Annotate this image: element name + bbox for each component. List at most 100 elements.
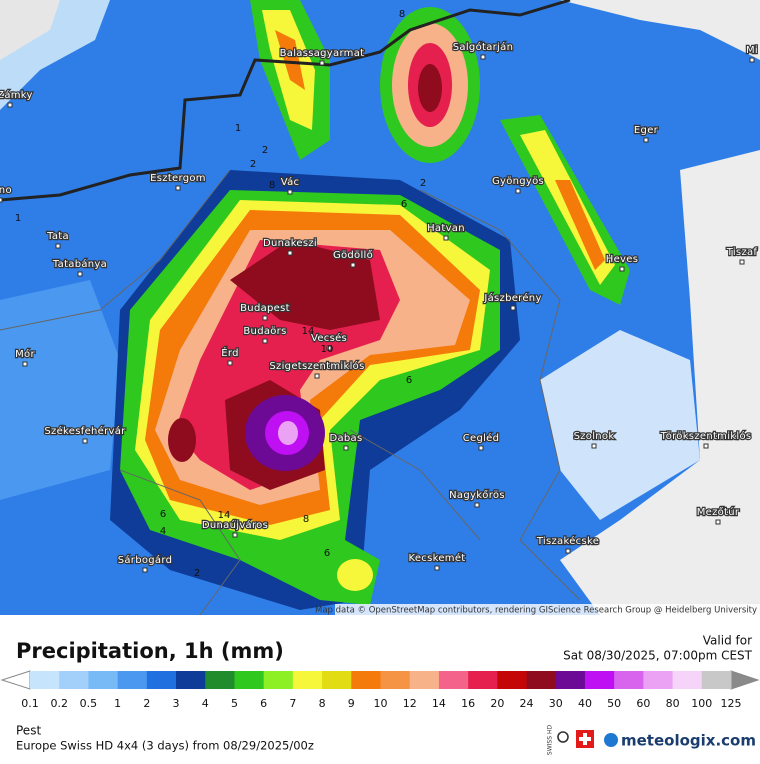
place-label: Eger <box>634 125 659 136</box>
region: Pest <box>16 724 41 738</box>
legend-high-arrow <box>730 670 760 690</box>
legend-swatch <box>205 671 235 689</box>
place-label: Dunaújváros <box>202 519 268 531</box>
place-dot <box>619 266 625 272</box>
contour-label: 6 <box>401 199 407 210</box>
legend-swatch <box>672 671 703 689</box>
place-label: Érd <box>221 346 239 359</box>
legend-label: 0.2 <box>50 697 68 710</box>
contour-label: 2 <box>262 145 268 156</box>
legend-label: 16 <box>461 697 475 710</box>
legend-label: 0.5 <box>80 697 98 710</box>
attribution: Map data © OpenStreetMap contributors, r… <box>315 606 757 616</box>
place-label: Gyöngyös <box>492 176 544 187</box>
contour-label: 14 <box>218 510 231 521</box>
place-dot <box>287 189 293 195</box>
place-label: Törökszentmiklós <box>660 430 752 442</box>
contour-label: 4 <box>160 526 166 537</box>
place-dot <box>565 548 571 554</box>
search-icon <box>557 731 569 743</box>
place-label: Hatvan <box>427 223 465 234</box>
place-label: Kecskemét <box>408 552 465 564</box>
place-dot <box>175 185 181 191</box>
legend-label: 100 <box>691 697 712 710</box>
place-label: Gödöllő <box>333 249 373 261</box>
legend-label: 8 <box>319 697 326 710</box>
contour-label: 10 <box>321 344 334 355</box>
place-dot <box>262 315 268 321</box>
legend-label: 30 <box>549 697 563 710</box>
legend-swatch <box>176 671 206 689</box>
contour-label: 8 <box>303 514 309 525</box>
place-dot <box>314 373 320 379</box>
place-dot <box>343 445 349 451</box>
legend-swatch <box>643 671 674 689</box>
legend-label: 50 <box>607 697 621 710</box>
place-dot <box>703 443 709 449</box>
contour-label: 2 <box>250 159 256 170</box>
legend-label: 4 <box>202 697 209 710</box>
place-label: Székesfehérvár <box>44 425 126 437</box>
place-label: Dunakeszi <box>263 238 317 249</box>
place-label: Tata <box>46 231 69 242</box>
legend-label: 6 <box>260 697 267 710</box>
legend-label: 60 <box>636 697 650 710</box>
title: Precipitation, 1h (mm) <box>16 639 284 663</box>
place-dot <box>319 60 325 66</box>
contour-label: 2 <box>420 178 426 189</box>
legend-swatch <box>88 671 119 689</box>
legend-swatch <box>584 671 615 689</box>
place-dot <box>474 502 480 508</box>
contour-label: 6 <box>324 548 330 559</box>
legend: 0.1 0.2 0.5 1 2 3 4 5 6 7 8 9 10 12 14 16 20 24 30 40 50 60 80… <box>0 670 760 710</box>
legend-label: 125 <box>721 697 742 710</box>
place-label: Balassagyarmat <box>280 48 365 59</box>
place-dot <box>326 345 332 351</box>
place-label: é Zámky <box>0 89 33 101</box>
legend-label: 3 <box>173 697 180 710</box>
legend-swatch <box>701 671 732 689</box>
legend-label: 0.1 <box>21 697 39 710</box>
place-dot <box>22 361 28 367</box>
legend-swatch <box>292 671 323 689</box>
place-label: Esztergom <box>150 173 206 184</box>
legend-swatch <box>380 671 411 689</box>
place-dot <box>643 137 649 143</box>
legend-swatch <box>146 671 177 689</box>
legend-swatch <box>234 671 265 689</box>
place-dot <box>350 262 356 268</box>
valid-label: Valid for <box>703 634 752 648</box>
legend-label: 7 <box>289 697 296 710</box>
contour-label: 14 <box>302 326 315 337</box>
legend-label: 5 <box>231 697 238 710</box>
legend-swatch <box>322 671 352 689</box>
place-dot <box>0 197 3 203</box>
brand: meteologix.com <box>621 732 756 750</box>
legend-swatch <box>526 671 557 689</box>
place-label: Tiszaf <box>726 247 758 258</box>
place-label: Salgótarján <box>453 41 513 53</box>
contour-label: 1 <box>235 123 241 134</box>
place-dot <box>77 271 83 277</box>
contour-label: 6 <box>406 375 412 386</box>
place-label: Dabas <box>329 433 362 444</box>
place-label: Budapest <box>240 303 290 314</box>
place-label: Sárbogárd <box>118 554 173 566</box>
place-label: Nagykőrös <box>449 489 505 501</box>
legend-label: 20 <box>490 697 504 710</box>
place-dot <box>434 565 440 571</box>
place-label: Szigetszentmiklós <box>269 360 364 372</box>
contour-label: 1 <box>15 213 21 224</box>
place-label: Jászberény <box>483 292 541 304</box>
place-label: árno <box>0 184 12 196</box>
place-dot <box>287 250 293 256</box>
legend-label: 40 <box>578 697 592 710</box>
legend-label: 24 <box>520 697 534 710</box>
place-label: Budaörs <box>243 326 286 337</box>
legend-swatch <box>497 671 528 689</box>
place-dot <box>591 443 597 449</box>
place-dot <box>232 532 238 538</box>
place-label: Szolnok <box>574 431 615 442</box>
